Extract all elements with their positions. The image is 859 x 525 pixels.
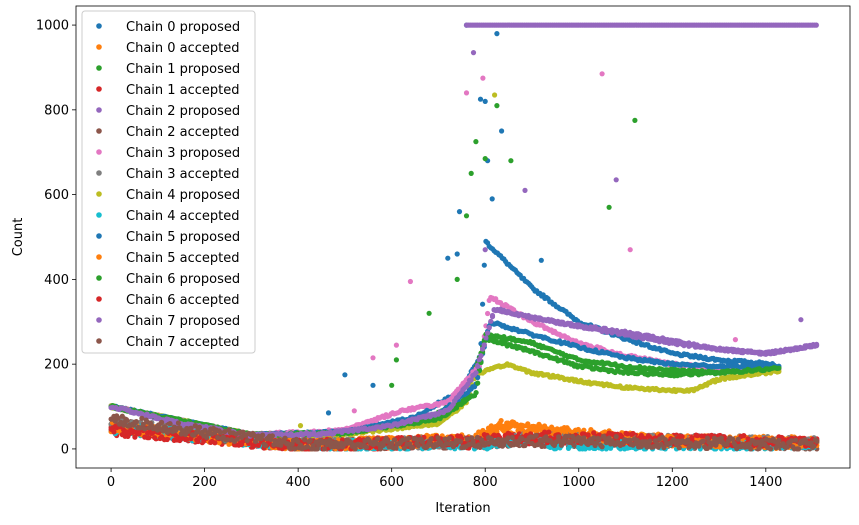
data-point	[582, 446, 588, 452]
data-point	[477, 96, 484, 102]
data-points	[108, 22, 820, 452]
data-point	[454, 276, 460, 282]
data-point	[489, 196, 495, 202]
data-point	[370, 355, 376, 361]
data-point	[445, 255, 451, 261]
data-point	[538, 257, 544, 263]
data-point	[456, 209, 463, 215]
data-point	[393, 357, 399, 363]
data-point	[393, 342, 399, 348]
data-point	[599, 71, 605, 77]
data-point	[499, 128, 505, 134]
data-point	[389, 382, 395, 388]
data-point	[522, 187, 528, 193]
data-point	[407, 278, 413, 285]
data-point	[494, 103, 500, 109]
data-point	[632, 117, 638, 123]
data-point	[481, 262, 487, 268]
data-point	[613, 177, 619, 183]
data-point	[473, 139, 479, 145]
data-point	[494, 30, 500, 37]
data-point	[482, 156, 488, 162]
data-point	[325, 410, 332, 416]
data-point	[470, 50, 477, 56]
data-point	[732, 337, 739, 343]
data-point	[454, 251, 460, 257]
data-point	[480, 301, 486, 307]
data-point	[485, 310, 491, 317]
data-point	[297, 423, 304, 429]
data-point	[482, 98, 488, 104]
data-point	[798, 317, 804, 323]
data-point	[463, 90, 470, 96]
data-point	[426, 310, 432, 316]
data-point	[370, 382, 376, 388]
data-point	[492, 92, 498, 98]
data-point	[813, 22, 819, 28]
data-point	[342, 372, 348, 378]
data-point	[480, 75, 486, 81]
data-point	[482, 247, 488, 253]
data-point	[508, 158, 514, 164]
data-point	[606, 204, 612, 210]
data-point	[351, 408, 357, 414]
data-point	[468, 170, 474, 176]
data-point	[463, 213, 470, 219]
data-point	[627, 247, 633, 253]
